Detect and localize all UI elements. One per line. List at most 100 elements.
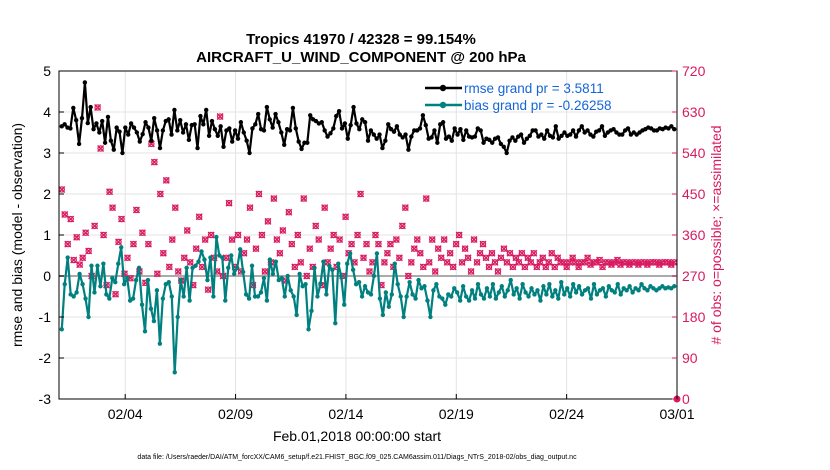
- obs-possible-point: [387, 240, 394, 248]
- obs-possible-point: [512, 254, 520, 261]
- bias-point: [342, 302, 347, 307]
- bias-point: [636, 288, 641, 293]
- obs-assimilated-point: [548, 249, 556, 257]
- bias-point: [166, 279, 171, 285]
- obs-assimilated-point: [455, 231, 463, 239]
- bias-point: [535, 288, 540, 293]
- bias-point: [499, 284, 504, 289]
- obs-possible-point: [228, 236, 236, 243]
- obs-assimilated-point: [288, 240, 296, 248]
- bias-point: [145, 277, 151, 283]
- obs-assimilated-point: [123, 254, 131, 262]
- bias-point: [330, 267, 335, 273]
- rmse-point: [455, 132, 460, 137]
- bias-point: [172, 370, 177, 375]
- obs-assimilated-point: [485, 263, 493, 271]
- obs-possible-point: [264, 218, 272, 225]
- bias-point: [469, 288, 475, 293]
- y-tick-label: -3: [39, 391, 52, 407]
- rmse-point: [235, 136, 241, 141]
- rmse-series: [59, 80, 677, 156]
- rmse-point: [175, 128, 180, 133]
- obs-possible-point: [297, 259, 304, 266]
- obs-possible-point: [360, 254, 367, 261]
- obs-possible-point: [118, 215, 125, 223]
- rmse-point: [305, 140, 310, 145]
- bias-point: [374, 251, 380, 256]
- obs-possible-point: [300, 195, 307, 202]
- y2-axis-label: # of obs: o=possible; ×=assimilated: [708, 125, 724, 344]
- rmse-point: [94, 121, 99, 126]
- obs-assimilated-point: [404, 272, 412, 280]
- rmse-point: [576, 128, 582, 133]
- y2-tick-label: 450: [682, 186, 706, 202]
- bias-point: [627, 284, 632, 289]
- obs-assimilated-point: [279, 226, 287, 234]
- obs-possible-point: [491, 259, 499, 266]
- rmse-point: [308, 113, 313, 118]
- bias-series: [59, 234, 677, 375]
- bias-point: [243, 292, 249, 297]
- obs-assimilated-point: [243, 236, 251, 244]
- obs-assimilated-point: [476, 249, 484, 257]
- obs-assimilated-point: [76, 261, 84, 269]
- rmse-point: [386, 122, 391, 127]
- bias-point: [511, 292, 516, 297]
- obs-assimilated-point: [488, 249, 496, 257]
- obs-possible-point: [79, 254, 86, 261]
- bias-point: [139, 302, 145, 307]
- obs-assimilated-point: [467, 267, 475, 275]
- rmse-point: [212, 127, 218, 132]
- obs-assimilated-point: [383, 249, 391, 257]
- y2-tick-label: 0: [682, 391, 690, 407]
- rmse-point: [120, 150, 125, 156]
- legend-rmse-marker: [439, 84, 447, 92]
- rmse-point: [114, 125, 119, 130]
- bias-point: [472, 296, 478, 301]
- obs-assimilated-point: [276, 249, 284, 257]
- obs-assimilated-point: [464, 254, 472, 262]
- obs-assimilated-point: [440, 236, 448, 244]
- obs-possible-point: [315, 236, 322, 243]
- rmse-point: [178, 118, 183, 123]
- obs-possible-point: [112, 291, 119, 298]
- bias-point: [645, 288, 650, 293]
- bias-point: [205, 277, 210, 283]
- rmse-point: [374, 136, 379, 141]
- bias-point: [505, 288, 510, 293]
- obs-assimilated-point: [327, 245, 335, 253]
- rmse-point: [464, 128, 469, 133]
- bias-point: [151, 318, 157, 324]
- bias-point: [282, 294, 287, 299]
- obs-assimilated-point: [270, 195, 278, 203]
- rmse-point: [360, 117, 365, 122]
- obs-possible-point: [261, 268, 269, 275]
- obs-possible-point: [375, 240, 382, 248]
- obs-possible-point: [554, 254, 561, 261]
- bias-point: [184, 265, 189, 270]
- obs-assimilated-point: [171, 204, 179, 212]
- bias-point: [404, 294, 409, 299]
- bias-point: [523, 290, 528, 295]
- bias-point: [570, 282, 576, 287]
- x-tick-label: 02/04: [108, 406, 143, 422]
- obs-assimilated-point: [82, 229, 90, 237]
- obs-possible-point: [109, 204, 116, 211]
- obs-assimilated-point: [500, 245, 508, 253]
- obs-possible-point: [494, 268, 502, 275]
- obs-assimilated-point: [61, 211, 69, 218]
- rmse-point: [331, 126, 336, 131]
- obs-possible-point: [115, 238, 122, 246]
- rmse-point: [152, 115, 157, 121]
- obs-assimilated-point: [407, 258, 415, 266]
- x-tick-label: 03/01: [659, 406, 694, 422]
- obs-possible-point: [195, 213, 203, 220]
- rmse-point: [218, 124, 223, 129]
- obs-assimilated-point: [168, 236, 176, 244]
- rmse-point: [105, 114, 111, 120]
- obs-possible-point: [393, 236, 400, 243]
- bias-point: [579, 292, 585, 297]
- rmse-point: [351, 104, 356, 110]
- obs-assimilated-point: [315, 236, 323, 244]
- bias-point: [273, 259, 279, 264]
